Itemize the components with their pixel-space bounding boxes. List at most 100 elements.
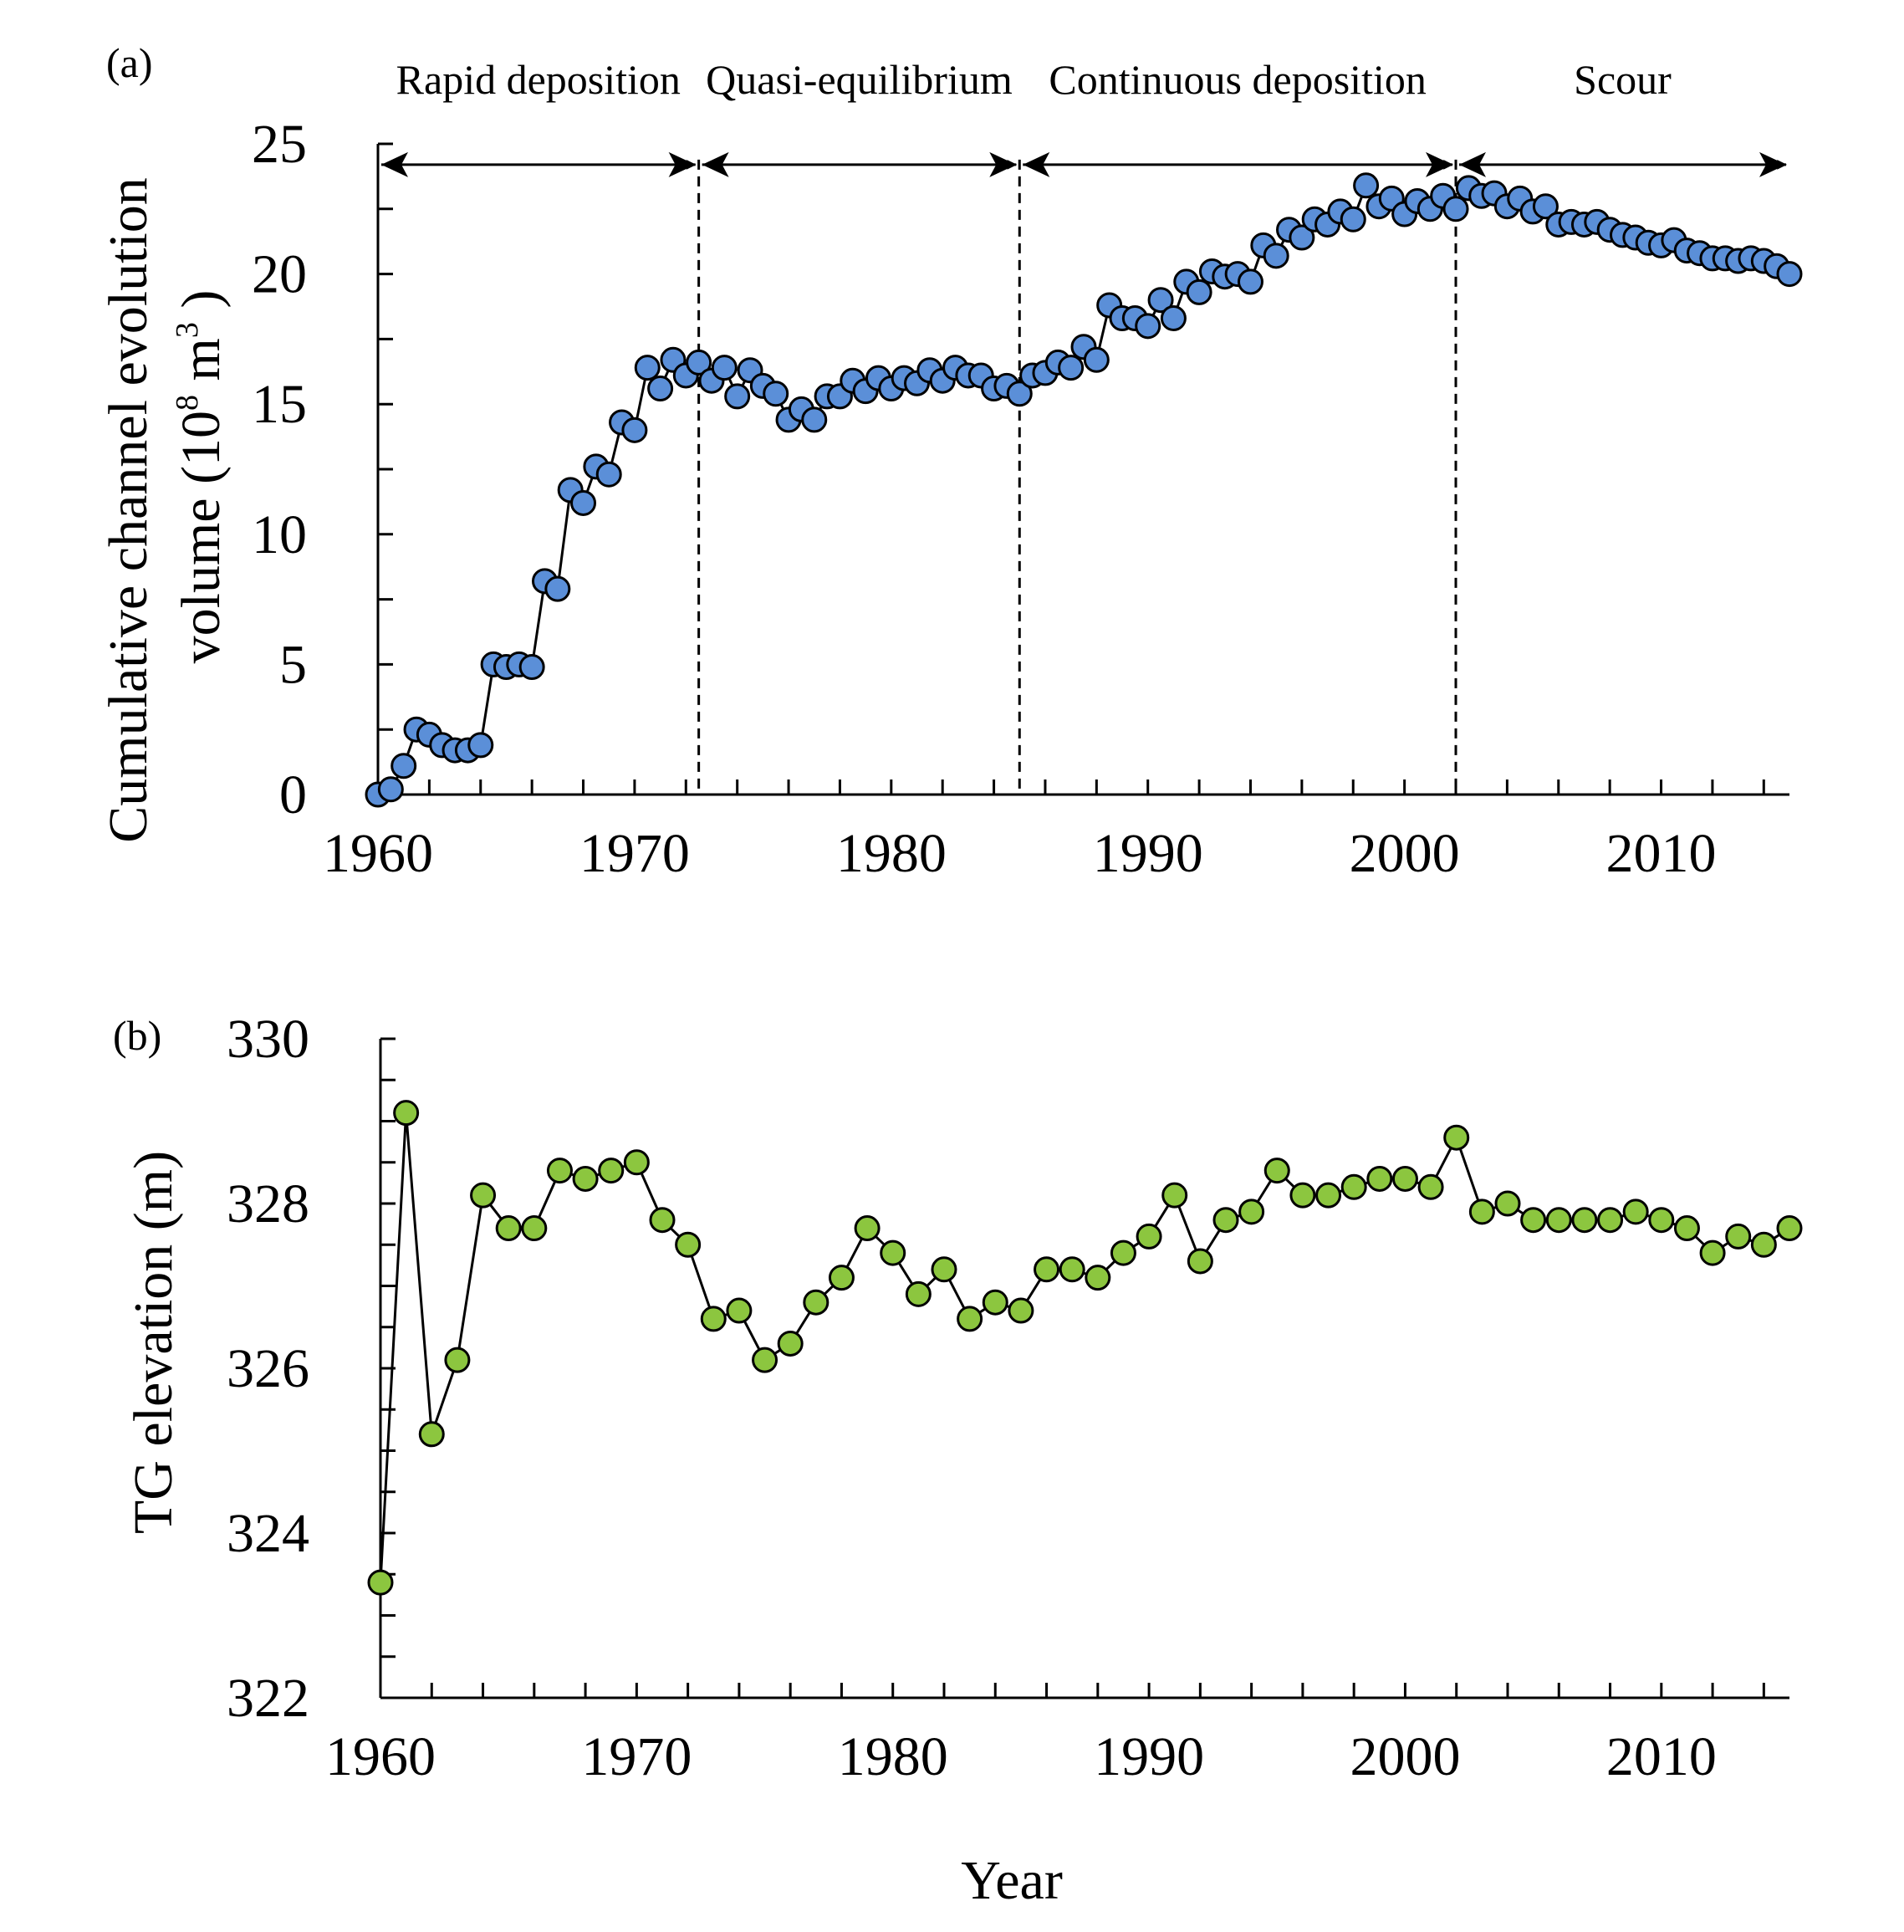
axes-b: 322 324 326 328 330 1960 1970 1980 1990 2000 2010	[227, 1009, 1789, 1787]
y-tick-label: 15	[252, 374, 307, 435]
data-point	[572, 1165, 599, 1192]
data-point	[1289, 1182, 1316, 1209]
data-point	[1494, 1190, 1521, 1217]
data-point	[521, 1215, 548, 1242]
y-tick-label: 10	[252, 504, 307, 565]
data-point	[982, 1289, 1008, 1316]
y-tick-label: 322	[227, 1668, 309, 1729]
data-point	[1545, 1207, 1572, 1234]
x-tick-label: 1970	[579, 823, 690, 884]
y-tick-label: 324	[227, 1503, 309, 1564]
data-point	[711, 355, 738, 381]
series-line	[377, 182, 1790, 796]
data-point	[1417, 1173, 1444, 1200]
panel-label-b: (b)	[113, 1012, 161, 1059]
data-point	[367, 1569, 394, 1596]
data-point	[931, 1256, 957, 1283]
data-point	[1776, 1215, 1803, 1242]
data-point	[470, 1182, 497, 1209]
data-point	[1263, 243, 1289, 269]
data-point	[1571, 1207, 1598, 1234]
data-point	[752, 1347, 778, 1373]
x-tick-label: 2000	[1350, 823, 1460, 884]
data-point	[1237, 268, 1263, 295]
y-tick-label: 326	[227, 1338, 309, 1399]
chart-panel-b: (b) 322 324 326 328 330 1960 1970 1980 1990 2000 2…	[113, 1009, 1803, 1911]
data-point	[1058, 355, 1085, 381]
data-point	[595, 461, 622, 488]
y-tick-label: 5	[279, 634, 307, 695]
phase-label: Rapid deposition	[396, 56, 681, 103]
x-tick-label: 1980	[838, 1726, 948, 1787]
series-points-a	[365, 172, 1803, 808]
data-point	[1008, 1297, 1034, 1324]
data-point	[1340, 206, 1366, 233]
data-point	[1468, 1199, 1495, 1225]
data-point	[621, 417, 648, 443]
data-point	[1110, 1239, 1136, 1266]
data-point	[1147, 287, 1174, 314]
data-point	[647, 376, 674, 402]
data-point	[1699, 1239, 1726, 1266]
data-point	[546, 1158, 573, 1184]
data-point	[1083, 346, 1110, 373]
phase-arrowhead	[989, 151, 1017, 177]
data-point	[1673, 1215, 1700, 1242]
data-point	[1136, 1223, 1162, 1250]
data-point	[623, 1149, 650, 1176]
x-tick-label: 1990	[1093, 823, 1203, 884]
data-point	[1353, 172, 1380, 199]
data-point	[1648, 1207, 1675, 1234]
data-point	[803, 1289, 829, 1316]
x-axis-title: Year	[961, 1850, 1063, 1911]
data-point	[801, 406, 828, 433]
data-point	[1520, 1207, 1547, 1234]
data-point	[1776, 261, 1803, 288]
data-point	[777, 1330, 804, 1357]
data-point	[1391, 1165, 1418, 1192]
data-point	[1442, 196, 1469, 222]
x-tick-label: 1990	[1094, 1726, 1204, 1787]
y-axis-title-a-line2: volume (108 m3 )	[170, 290, 232, 664]
data-point	[495, 1215, 522, 1242]
data-point	[1622, 1199, 1649, 1225]
x-tick-label: 2010	[1606, 1726, 1717, 1787]
data-point	[1160, 305, 1187, 332]
data-point	[880, 1239, 906, 1266]
data-point	[598, 1158, 625, 1184]
data-point	[724, 383, 751, 410]
phase-arrowhead	[702, 151, 729, 177]
x-tick-label: 1970	[581, 1726, 692, 1787]
data-point	[444, 1347, 471, 1373]
phase-arrowhead	[1759, 151, 1786, 177]
phase-annotations: Rapid deposition Quasi-equilibrium Continu…	[381, 56, 1787, 795]
data-point	[1443, 1124, 1470, 1151]
data-point	[518, 654, 545, 681]
x-tick-label: 1960	[323, 823, 433, 884]
y-tick-label: 330	[227, 1009, 309, 1070]
x-tick-label: 1960	[325, 1726, 436, 1787]
phase-arrowhead	[381, 151, 408, 177]
data-point	[763, 381, 789, 407]
chart-panel-a: (a) Rapid deposition Quasi-equilibrium Con…	[98, 39, 1803, 884]
data-point	[634, 355, 661, 381]
data-point	[1135, 313, 1161, 340]
phase-arrowhead	[668, 151, 696, 177]
series-points-b	[367, 1100, 1803, 1596]
data-point	[1006, 381, 1033, 407]
data-point	[1289, 224, 1315, 251]
y-tick-label: 0	[279, 764, 307, 825]
data-point	[1059, 1256, 1085, 1283]
data-point	[1187, 1248, 1213, 1275]
phase-label: Quasi-equilibrium	[706, 56, 1013, 103]
y-tick-label: 328	[227, 1173, 309, 1234]
x-tick-label: 2000	[1350, 1726, 1460, 1787]
phase-arrowhead	[1023, 151, 1050, 177]
data-point	[675, 1231, 702, 1258]
data-point	[1238, 1199, 1265, 1225]
data-point	[1085, 1265, 1111, 1291]
data-point	[467, 732, 494, 759]
series-line-a	[377, 182, 1790, 796]
data-point	[854, 1215, 881, 1242]
